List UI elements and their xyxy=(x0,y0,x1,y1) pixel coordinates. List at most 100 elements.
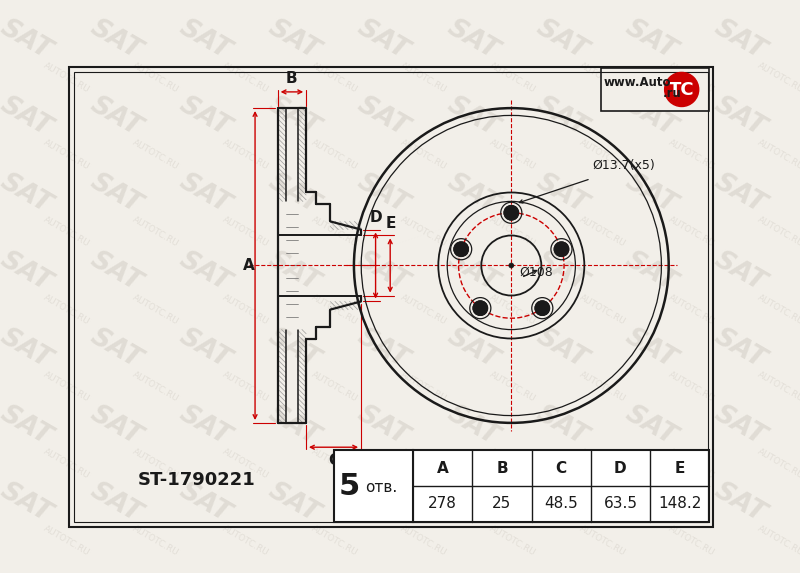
Text: SAT: SAT xyxy=(85,246,146,296)
Text: AUTOTC.RU: AUTOTC.RU xyxy=(488,292,538,326)
Text: 278: 278 xyxy=(428,496,458,512)
Text: SAT: SAT xyxy=(85,477,146,527)
Text: AUTOTC.RU: AUTOTC.RU xyxy=(221,370,270,403)
Text: AUTOTC.RU: AUTOTC.RU xyxy=(221,215,270,249)
Text: 25: 25 xyxy=(492,496,512,512)
Text: AUTOTC.RU: AUTOTC.RU xyxy=(131,446,181,480)
Text: AUTOTC.RU: AUTOTC.RU xyxy=(221,524,270,558)
Text: AUTOTC.RU: AUTOTC.RU xyxy=(578,138,627,172)
Text: AUTOTC.RU: AUTOTC.RU xyxy=(756,370,800,403)
Text: SAT: SAT xyxy=(353,323,414,373)
Text: SAT: SAT xyxy=(710,477,770,527)
Text: SAT: SAT xyxy=(264,477,324,527)
Circle shape xyxy=(665,72,698,107)
Text: AUTOTC.RU: AUTOTC.RU xyxy=(488,138,538,172)
Text: SAT: SAT xyxy=(710,169,770,219)
Text: AUTOTC.RU: AUTOTC.RU xyxy=(666,292,716,326)
Text: SAT: SAT xyxy=(531,401,592,450)
Text: AUTOTC.RU: AUTOTC.RU xyxy=(42,524,91,558)
Text: SAT: SAT xyxy=(621,401,681,450)
Text: AUTOTC.RU: AUTOTC.RU xyxy=(488,370,538,403)
Text: AUTOTC.RU: AUTOTC.RU xyxy=(310,524,359,558)
Text: SAT: SAT xyxy=(85,169,146,219)
Text: SAT: SAT xyxy=(353,15,414,65)
Text: TC: TC xyxy=(669,81,694,99)
Text: SAT: SAT xyxy=(621,323,681,373)
Text: AUTOTC.RU: AUTOTC.RU xyxy=(131,370,181,403)
Text: SAT: SAT xyxy=(531,323,592,373)
Text: SAT: SAT xyxy=(442,477,502,527)
Text: AUTOTC.RU: AUTOTC.RU xyxy=(666,215,716,249)
Text: www.Auto: www.Auto xyxy=(604,76,671,89)
Circle shape xyxy=(473,301,488,316)
Text: AUTOTC.RU: AUTOTC.RU xyxy=(399,292,448,326)
Text: SAT: SAT xyxy=(85,92,146,142)
Text: AUTOTC.RU: AUTOTC.RU xyxy=(399,446,448,480)
Text: SAT: SAT xyxy=(353,477,414,527)
Text: AUTOTC.RU: AUTOTC.RU xyxy=(578,446,627,480)
Text: AUTOTC.RU: AUTOTC.RU xyxy=(221,292,270,326)
Text: AUTOTC.RU: AUTOTC.RU xyxy=(666,61,716,95)
Text: AUTOTC.RU: AUTOTC.RU xyxy=(221,138,270,172)
Text: SAT: SAT xyxy=(621,246,681,296)
Text: SAT: SAT xyxy=(710,15,770,65)
Text: E: E xyxy=(386,217,396,231)
Text: C: C xyxy=(556,461,566,476)
Text: A: A xyxy=(242,258,254,273)
Circle shape xyxy=(509,263,514,268)
Text: D: D xyxy=(370,210,382,226)
Text: SAT: SAT xyxy=(174,169,235,219)
Text: SAT: SAT xyxy=(710,401,770,450)
Text: AUTOTC.RU: AUTOTC.RU xyxy=(756,446,800,480)
Text: AUTOTC.RU: AUTOTC.RU xyxy=(578,370,627,403)
Text: AUTOTC.RU: AUTOTC.RU xyxy=(488,215,538,249)
Text: SAT: SAT xyxy=(442,169,502,219)
Text: SAT: SAT xyxy=(531,477,592,527)
Text: AUTOTC.RU: AUTOTC.RU xyxy=(42,292,91,326)
Text: SAT: SAT xyxy=(85,15,146,65)
Circle shape xyxy=(504,206,518,220)
Text: SAT: SAT xyxy=(621,15,681,65)
Text: AUTOTC.RU: AUTOTC.RU xyxy=(131,292,181,326)
Text: SAT: SAT xyxy=(442,92,502,142)
Text: A: A xyxy=(437,461,449,476)
Text: SAT: SAT xyxy=(264,92,324,142)
Text: SAT: SAT xyxy=(0,92,57,142)
Text: AUTOTC.RU: AUTOTC.RU xyxy=(488,524,538,558)
Text: 63.5: 63.5 xyxy=(603,496,638,512)
Text: SAT: SAT xyxy=(353,401,414,450)
Text: SAT: SAT xyxy=(264,323,324,373)
Text: SAT: SAT xyxy=(621,92,681,142)
Text: SAT: SAT xyxy=(174,401,235,450)
Text: SAT: SAT xyxy=(264,246,324,296)
Text: SAT: SAT xyxy=(353,246,414,296)
Text: SAT: SAT xyxy=(85,401,146,450)
Text: AUTOTC.RU: AUTOTC.RU xyxy=(310,370,359,403)
Text: AUTOTC.RU: AUTOTC.RU xyxy=(578,524,627,558)
Text: SAT: SAT xyxy=(531,169,592,219)
Text: AUTOTC.RU: AUTOTC.RU xyxy=(221,61,270,95)
Text: AUTOTC.RU: AUTOTC.RU xyxy=(756,292,800,326)
Text: SAT: SAT xyxy=(442,401,502,450)
Text: AUTOTC.RU: AUTOTC.RU xyxy=(42,370,91,403)
Circle shape xyxy=(554,242,569,257)
Text: 5: 5 xyxy=(338,472,360,501)
Text: SAT: SAT xyxy=(174,323,235,373)
Text: SAT: SAT xyxy=(264,169,324,219)
Text: Ø108: Ø108 xyxy=(519,265,553,278)
Text: AUTOTC.RU: AUTOTC.RU xyxy=(666,524,716,558)
Text: AUTOTC.RU: AUTOTC.RU xyxy=(310,292,359,326)
Text: AUTOTC.RU: AUTOTC.RU xyxy=(666,370,716,403)
Text: AUTOTC.RU: AUTOTC.RU xyxy=(488,446,538,480)
Circle shape xyxy=(454,242,469,257)
Text: AUTOTC.RU: AUTOTC.RU xyxy=(399,370,448,403)
Text: AUTOTC.RU: AUTOTC.RU xyxy=(756,61,800,95)
Text: SAT: SAT xyxy=(0,401,57,450)
Text: AUTOTC.RU: AUTOTC.RU xyxy=(310,446,359,480)
Text: SAT: SAT xyxy=(531,92,592,142)
Text: SAT: SAT xyxy=(174,15,235,65)
Text: SAT: SAT xyxy=(174,477,235,527)
Text: B: B xyxy=(286,71,298,86)
Text: SAT: SAT xyxy=(621,169,681,219)
Text: SAT: SAT xyxy=(353,169,414,219)
